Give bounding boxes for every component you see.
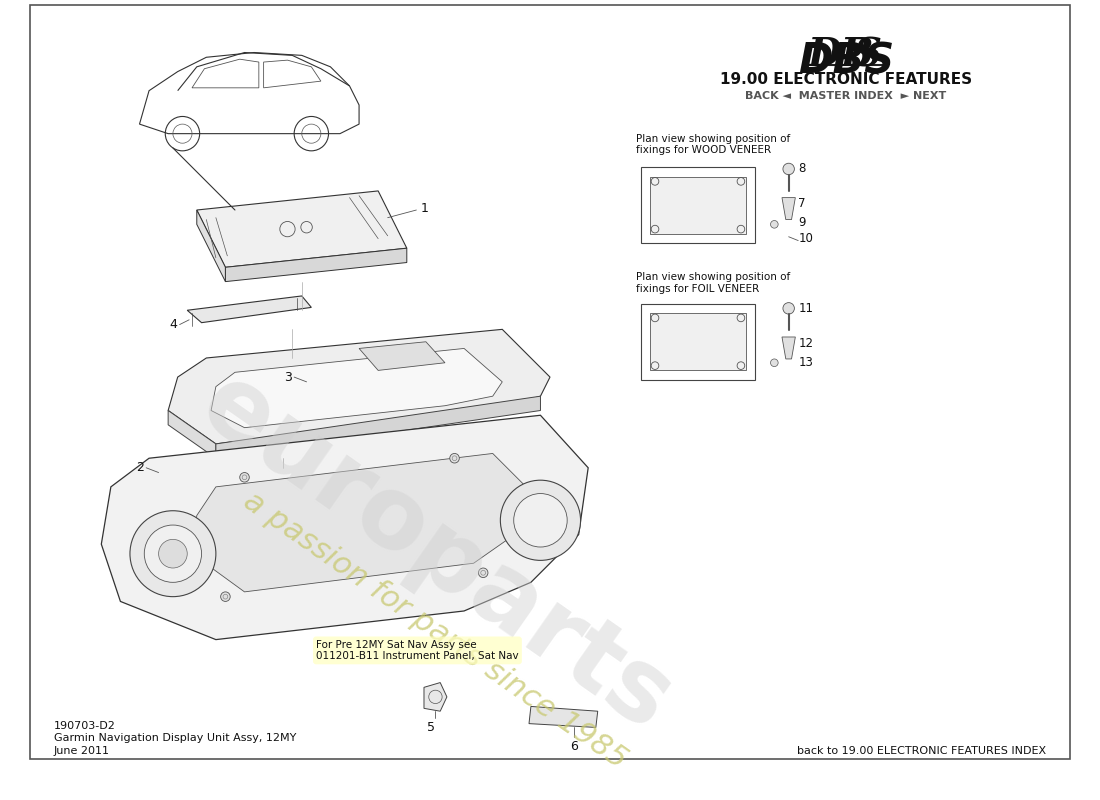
- Circle shape: [158, 539, 187, 568]
- Text: 12: 12: [799, 337, 813, 350]
- Polygon shape: [187, 296, 311, 322]
- Text: 8: 8: [799, 162, 805, 175]
- Polygon shape: [101, 415, 589, 640]
- Text: 13: 13: [799, 356, 813, 370]
- Bar: [640, 303, 756, 380]
- Polygon shape: [782, 337, 795, 359]
- Polygon shape: [782, 198, 795, 219]
- Text: 4: 4: [169, 318, 178, 331]
- Text: 7: 7: [799, 197, 805, 210]
- Text: June 2011: June 2011: [54, 746, 110, 755]
- Text: 11: 11: [799, 302, 813, 315]
- Text: S: S: [854, 36, 882, 74]
- Bar: [650, 177, 746, 234]
- Text: Plan view showing position of
fixings for FOIL VENEER: Plan view showing position of fixings fo…: [636, 272, 790, 294]
- Polygon shape: [211, 349, 503, 428]
- Text: DB: DB: [807, 36, 874, 74]
- Text: back to 19.00 ELECTRONIC FEATURES INDEX: back to 19.00 ELECTRONIC FEATURES INDEX: [798, 746, 1046, 755]
- Polygon shape: [226, 248, 407, 282]
- Text: europarts: europarts: [182, 355, 690, 752]
- Text: BACK ◄  MASTER INDEX  ► NEXT: BACK ◄ MASTER INDEX ► NEXT: [746, 90, 947, 101]
- Bar: [640, 167, 756, 243]
- Circle shape: [500, 480, 581, 560]
- Polygon shape: [192, 454, 531, 592]
- Circle shape: [144, 525, 201, 582]
- Text: For Pre 12MY Sat Nav Assy see
011201-B11 Instrument Panel, Sat Nav: For Pre 12MY Sat Nav Assy see 011201-B11…: [316, 640, 519, 662]
- Text: 10: 10: [799, 232, 813, 245]
- Polygon shape: [168, 410, 216, 458]
- Circle shape: [130, 510, 216, 597]
- Text: 3: 3: [285, 370, 293, 383]
- Polygon shape: [216, 396, 540, 458]
- Text: 190703-D2: 190703-D2: [54, 721, 116, 730]
- Text: 5: 5: [427, 721, 434, 734]
- Text: 1: 1: [421, 202, 429, 214]
- Circle shape: [783, 163, 794, 174]
- Polygon shape: [424, 682, 447, 711]
- Text: 9: 9: [799, 216, 805, 229]
- Text: 19.00 ELECTRONIC FEATURES: 19.00 ELECTRONIC FEATURES: [719, 71, 972, 86]
- Circle shape: [514, 494, 568, 547]
- Text: 6: 6: [570, 740, 578, 753]
- Text: a passion for parts since 1985: a passion for parts since 1985: [239, 486, 632, 774]
- Polygon shape: [197, 191, 407, 267]
- Circle shape: [770, 221, 778, 228]
- Polygon shape: [197, 210, 226, 282]
- Text: DBS: DBS: [798, 40, 894, 82]
- Circle shape: [240, 473, 250, 482]
- Circle shape: [221, 592, 230, 602]
- Circle shape: [450, 454, 460, 463]
- Polygon shape: [529, 706, 597, 727]
- Polygon shape: [359, 342, 446, 370]
- Bar: [650, 313, 746, 370]
- Circle shape: [478, 568, 488, 578]
- Text: Plan view showing position of
fixings for WOOD VENEER: Plan view showing position of fixings fo…: [636, 134, 790, 155]
- Circle shape: [783, 302, 794, 314]
- Text: Garmin Navigation Display Unit Assy, 12MY: Garmin Navigation Display Unit Assy, 12M…: [54, 733, 296, 743]
- Text: 2: 2: [136, 462, 144, 474]
- Circle shape: [770, 359, 778, 366]
- Polygon shape: [168, 330, 550, 444]
